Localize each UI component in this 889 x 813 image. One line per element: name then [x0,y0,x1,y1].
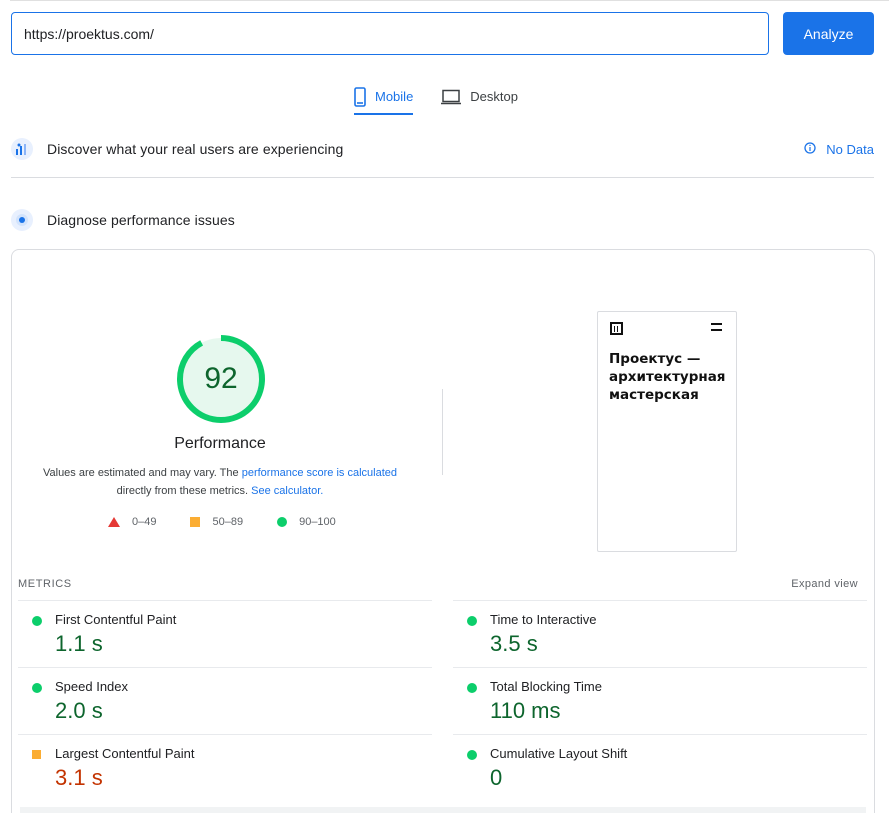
score-legend: 0–49 50–89 90–100 [108,516,370,528]
good-circle-icon [467,750,477,760]
metric-lcp: Largest Contentful Paint 3.1 s [18,734,432,801]
metric-name: Total Blocking Time [490,679,602,694]
metric-name: Time to Interactive [490,612,597,627]
score-calculated-link[interactable]: performance score is calculated [241,467,397,479]
good-circle-icon [32,683,42,693]
field-data-title: Discover what your real users are experi… [47,141,344,157]
metric-name: Cumulative Layout Shift [490,746,628,761]
lab-data-section: Diagnose performance issues [11,209,874,231]
metric-value: 3.1 s [55,765,103,790]
site-title: Проектус — архитектурная мастерская [609,351,726,403]
hamburger-menu-icon [711,323,722,331]
metrics-heading: METRICS [18,578,72,590]
expand-view-toggle[interactable]: Expand view [791,578,858,590]
metric-name: Largest Contentful Paint [55,746,195,761]
metrics-bottom-border [20,807,866,813]
metric-value: 3.5 s [490,631,538,656]
analyze-button[interactable]: Analyze [783,12,874,55]
lab-diagnose-icon [11,209,33,231]
circle-icon [277,517,288,527]
site-logo-icon [610,322,623,335]
legend-poor: 0–49 [108,516,156,528]
performance-label: Performance [174,435,266,452]
metric-tbt: Total Blocking Time 110 ms [453,667,867,734]
tab-desktop-label: Desktop [470,89,518,104]
device-tabs: Mobile Desktop [340,78,532,115]
tab-mobile-label: Mobile [375,89,414,104]
good-circle-icon [467,616,477,626]
legend-poor-range: 0–49 [132,516,157,528]
top-divider [10,0,889,1]
good-circle-icon [467,683,477,693]
section-divider [11,177,874,178]
triangle-icon [108,517,120,527]
good-circle-icon [32,616,42,626]
metric-value: 2.0 s [55,698,103,723]
users-chart-icon [11,138,33,160]
performance-card: 92 Performance Values are estimated and … [11,249,875,813]
smartphone-icon [354,86,366,107]
performance-gauge [177,335,265,423]
metric-name: Speed Index [55,679,129,694]
performance-note: Values are estimated and may vary. The p… [32,464,408,500]
field-data-section: Discover what your real users are experi… [11,138,874,160]
legend-average: 50–89 [190,516,243,528]
metric-value: 0 [490,765,503,790]
metric-value: 110 ms [490,698,561,723]
metric-name: First Contentful Paint [55,612,177,627]
url-input[interactable] [11,12,769,55]
average-square-icon [32,750,41,759]
metric-tti: Time to Interactive 3.5 s [453,600,867,667]
metric-value: 1.1 s [55,631,103,656]
tab-mobile[interactable]: Mobile [340,78,427,115]
tab-desktop[interactable]: Desktop [427,78,532,115]
square-icon [190,517,201,527]
note-text: Values are estimated and may vary. The [42,467,239,479]
no-data-label: No Data [826,141,874,157]
legend-good: 90–100 [277,516,336,528]
note-text-2: directly from these metrics. [116,485,249,497]
see-calculator-link[interactable]: See calculator. [251,485,324,497]
lab-data-title: Diagnose performance issues [47,212,235,228]
laptop-icon [441,89,462,105]
legend-good-range: 90–100 [299,516,336,528]
legend-average-range: 50–89 [212,516,244,528]
metric-fcp: First Contentful Paint 1.1 s [18,600,432,667]
vertical-separator [442,389,443,475]
info-icon [804,141,816,157]
no-data-link[interactable]: No Data [804,142,874,157]
metric-speed-index: Speed Index 2.0 s [18,667,432,734]
metric-cls: Cumulative Layout Shift 0 [453,734,867,801]
page-screenshot: Проектус — архитектурная мастерская [597,311,737,552]
performance-score: 92 [204,362,238,395]
